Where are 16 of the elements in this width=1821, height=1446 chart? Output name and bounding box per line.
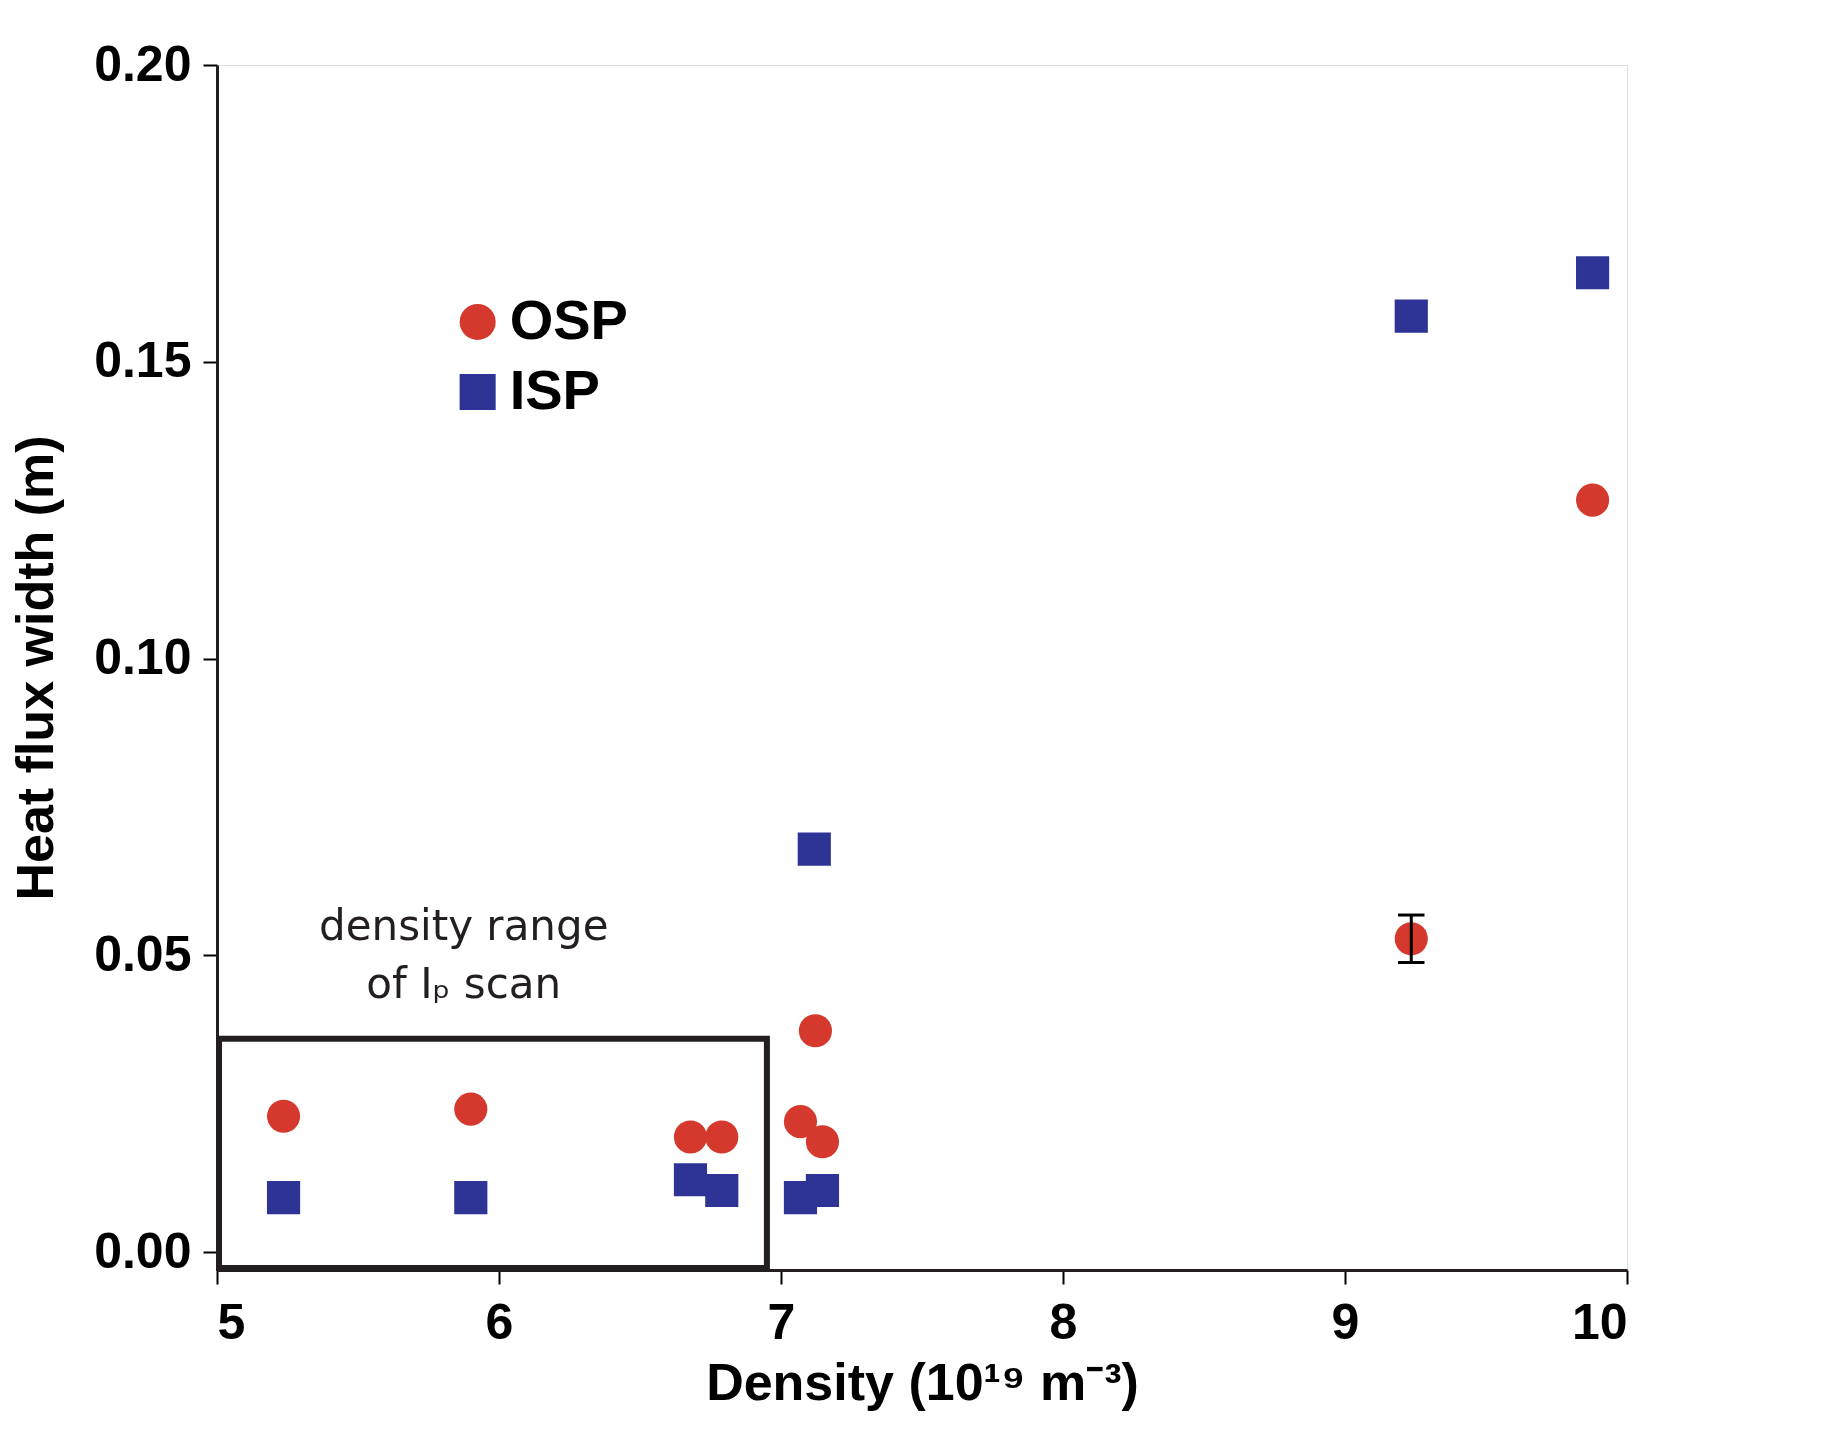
x-tick-label: 10	[1571, 1293, 1628, 1350]
x-tick-label: 9	[1331, 1293, 1360, 1350]
legend-label: ISP	[509, 357, 600, 421]
legend-label: OSP	[509, 287, 628, 351]
annotation: density range of Iₚ scan	[319, 900, 609, 1008]
x-tick-label: 7	[767, 1293, 796, 1350]
y-tick-label: 0.00	[94, 1222, 192, 1279]
y-axis-title: Heat flux width (m)	[6, 435, 65, 901]
y-tick-label: 0.15	[94, 332, 192, 389]
y-tick-label: 0.20	[94, 35, 192, 92]
y-tick-label: 0.10	[94, 629, 192, 686]
x-tick-label: 5	[217, 1293, 246, 1350]
x-axis-title: Density (10¹⁹ m⁻³)	[706, 1352, 1139, 1411]
x-tick-label: 6	[485, 1293, 514, 1350]
x-tick-label: 8	[1049, 1293, 1078, 1350]
y-tick-label: 0.05	[94, 925, 192, 982]
